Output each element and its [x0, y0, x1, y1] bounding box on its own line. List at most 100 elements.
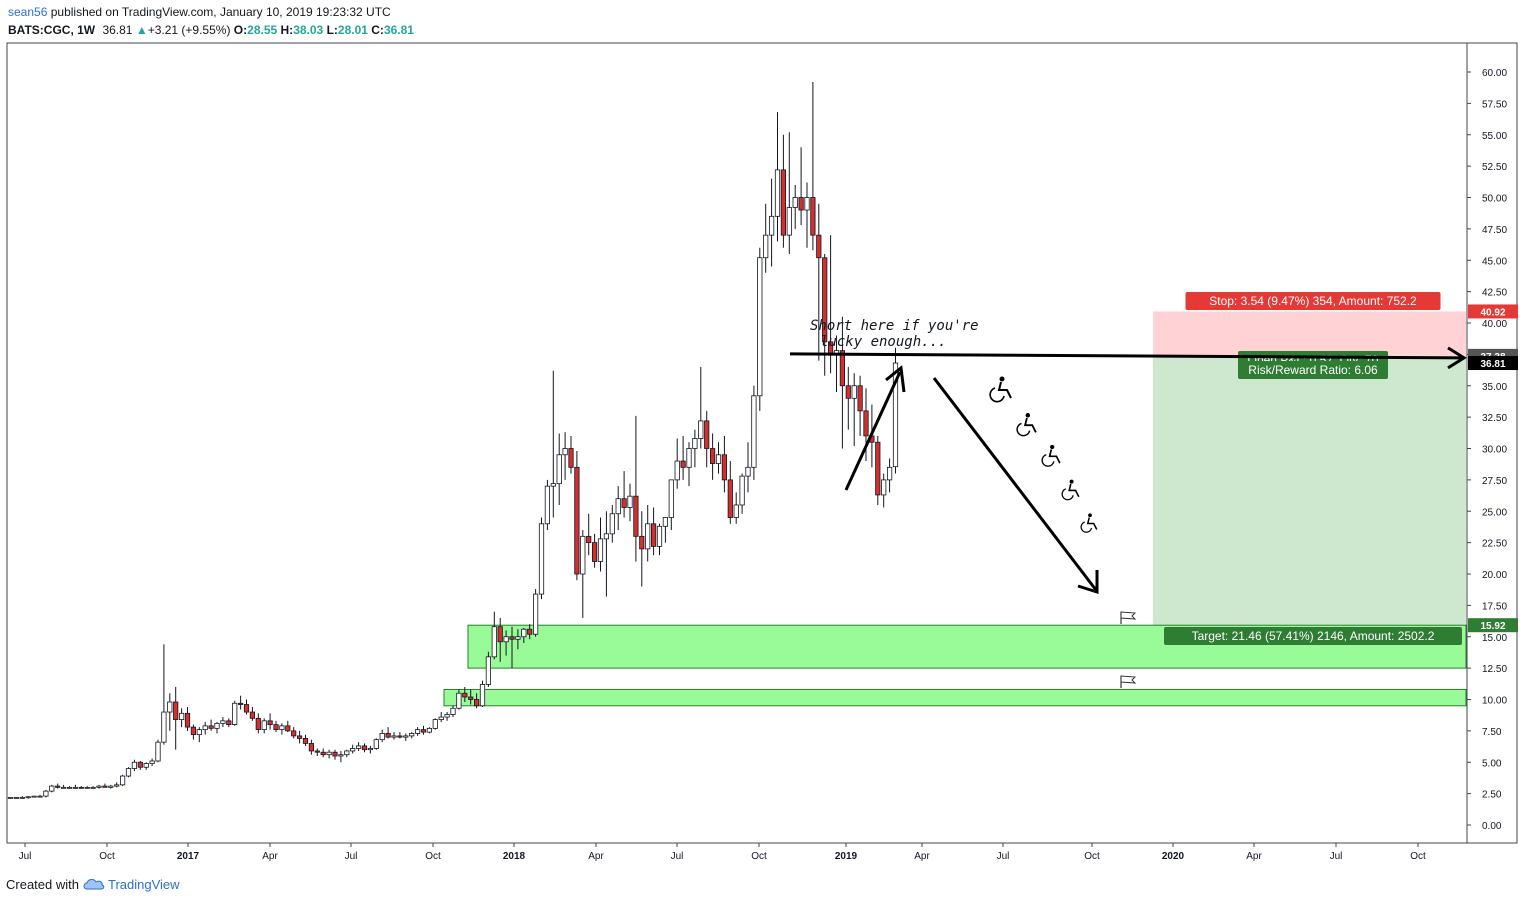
x-tick-label: Jul — [19, 851, 32, 862]
candle-body-down — [397, 735, 403, 738]
x-tick-label: Jul — [671, 851, 684, 862]
time-axis[interactable]: Jul Oct 2017 Apr Jul Oct 2018 Apr Jul Oct 2019 Apr J… — [19, 843, 1426, 862]
candle-body-up — [544, 485, 551, 525]
target-zone — [1153, 355, 1466, 626]
candle-body-down — [633, 495, 639, 537]
x-tick-label: Oct — [1410, 851, 1426, 862]
wheelchair-icon-wheel — [1080, 521, 1093, 533]
candle-body-up — [804, 197, 810, 211]
wheelchair-icon — [1016, 413, 1037, 437]
candle — [173, 686, 179, 750]
candle-body-up — [774, 169, 781, 217]
drawings-layer: Stop: 3.54 (9.47%) 354, Amount: 752.2 Tar… — [789, 292, 1467, 688]
candle-body-down — [727, 479, 733, 518]
candle-body-down — [875, 441, 881, 496]
candle — [792, 184, 798, 229]
candle — [397, 732, 403, 739]
candle-body-down — [285, 725, 291, 732]
candle-body-down — [137, 761, 143, 768]
tradingview-brand[interactable]: TradingView — [108, 877, 180, 892]
candle — [692, 429, 698, 468]
candle-body-up — [786, 207, 792, 236]
candle-body-up — [887, 466, 893, 481]
candle-body-up — [7, 796, 14, 799]
target-label-bg — [1164, 627, 1462, 645]
candle — [208, 719, 214, 731]
candle — [302, 734, 309, 746]
candle — [49, 784, 55, 793]
y-tick-label: 35.00 — [1482, 382, 1507, 393]
candle — [686, 442, 692, 487]
high-value: 38.03 — [293, 23, 324, 37]
candle — [450, 705, 456, 718]
candle — [609, 504, 615, 543]
x-tick-label: Oct — [99, 851, 115, 862]
candle-body-up — [403, 735, 409, 738]
candle-body-down — [237, 702, 244, 705]
candle — [757, 247, 763, 411]
candle-body-up — [72, 786, 78, 789]
candle — [155, 739, 161, 763]
candle-body-up — [143, 763, 149, 768]
candle-body-down — [586, 535, 592, 544]
candle-body-up — [438, 716, 444, 720]
y-tick-label: 57.50 — [1482, 99, 1507, 110]
rr-label: Risk/Reward Ratio: 6.06 — [1238, 361, 1388, 379]
symbol-label: BATS:CGC, 1W — [8, 23, 96, 37]
wheelchair-icon-head — [1025, 413, 1031, 418]
candle-body-up — [739, 475, 745, 506]
candle-body-up — [326, 751, 332, 756]
x-tick-label: 2018 — [503, 851, 526, 862]
candle — [503, 630, 509, 656]
y-tick-label: 52.50 — [1482, 162, 1507, 173]
candle-body-down — [780, 169, 787, 236]
low-label: L: — [326, 23, 338, 37]
candle-body-up — [414, 729, 421, 734]
candle — [562, 432, 568, 480]
candle-body-down — [332, 751, 338, 757]
candle-body-up — [456, 692, 462, 709]
candle-body-down — [462, 692, 468, 698]
zones-layer — [443, 311, 1467, 707]
candle-body-up — [355, 745, 362, 749]
candle-body-up — [344, 750, 350, 756]
candle-body-down — [863, 410, 869, 437]
candle — [432, 718, 438, 730]
candle-body-up — [149, 760, 155, 764]
wheelchair-icon-body — [1068, 483, 1080, 498]
candle-body-up — [202, 725, 208, 731]
candle-body-up — [61, 786, 67, 789]
y-tick-label: 7.50 — [1482, 727, 1502, 738]
candle — [308, 739, 315, 755]
candle — [662, 517, 669, 543]
published-text: published on TradingView.com, January 10… — [50, 5, 391, 19]
candle — [120, 774, 126, 787]
candle — [7, 796, 14, 799]
candle-body-up — [49, 785, 55, 792]
y-tick-label: 20.00 — [1482, 570, 1507, 581]
candle — [739, 473, 745, 514]
publisher-name[interactable]: sean56 — [8, 5, 48, 19]
candle-body-up — [120, 775, 126, 786]
price-axis[interactable]: 0.00 2.50 5.00 7.50 10.00 12.50 15.00 17.50 20.0… — [1467, 68, 1518, 832]
candle-body-down — [621, 498, 627, 508]
candle — [285, 720, 291, 733]
candle — [167, 693, 173, 731]
candle-body-down — [680, 460, 686, 468]
candle — [361, 743, 368, 753]
candle — [226, 718, 232, 728]
candle — [456, 689, 462, 710]
candle-body-up — [178, 712, 185, 720]
candle-body-up — [692, 438, 698, 449]
candle — [544, 479, 551, 531]
candle-body-down — [527, 628, 533, 635]
candle-body-up — [686, 448, 692, 468]
candle — [220, 717, 226, 728]
candle — [538, 517, 545, 600]
flag-icon-cloth — [1120, 675, 1137, 684]
candle-body-down — [710, 448, 716, 464]
flag-icon — [1120, 611, 1137, 624]
candle-body-down — [568, 448, 574, 468]
candle-body-down — [574, 466, 580, 575]
